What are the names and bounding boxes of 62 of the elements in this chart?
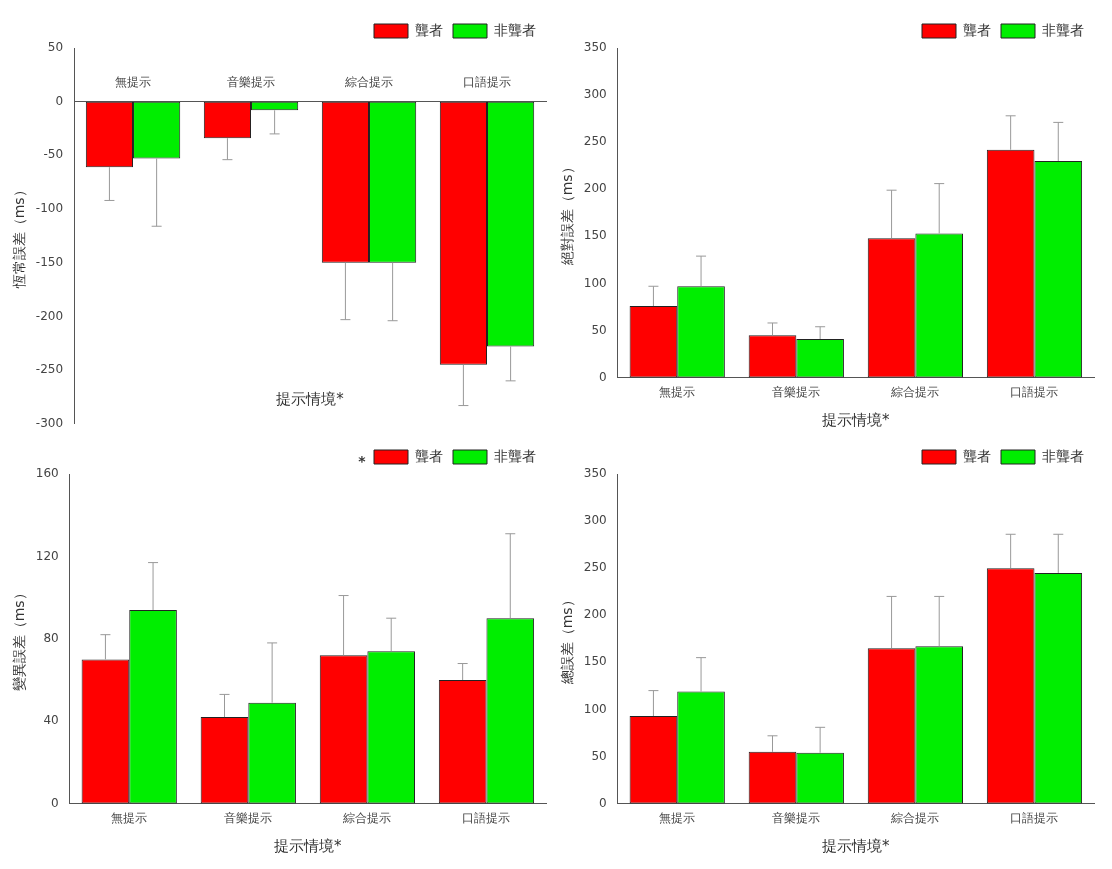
x-tick-label: 無提示 [111, 810, 148, 825]
y-tick-label: 250 [583, 560, 607, 575]
x-tick-label: 口語提示 [1010, 810, 1059, 825]
legend-label: 非聾者 [1042, 447, 1084, 464]
y-tick-label: 50 [47, 40, 64, 55]
x-tick-label: 無提示 [115, 75, 152, 90]
y-tick-label: 300 [583, 87, 607, 102]
y-axis-title: 恆常誤差（ms） [11, 183, 28, 290]
x-tick-label: 無提示 [659, 384, 696, 399]
y-tick-label: -100 [35, 201, 64, 216]
legend-label: 聾者 [963, 447, 991, 464]
x-tick-label: 綜合提示 [890, 810, 940, 825]
y-tick-label: -250 [35, 362, 64, 377]
y-tick-label: 120 [35, 548, 59, 563]
x-axis-title: 提示情境* [822, 836, 891, 855]
y-tick-label: -300 [35, 415, 64, 430]
y-tick-label: -200 [35, 308, 64, 323]
x-tick-label: 音樂提示 [772, 384, 821, 399]
y-tick-label: 50 [591, 748, 607, 763]
y-tick-label: 50 [591, 322, 607, 337]
x-tick-label: 綜合提示 [890, 384, 940, 399]
y-tick-label: 150 [583, 654, 607, 669]
legend-label: 聾者 [415, 21, 443, 38]
legend-label: 聾者 [963, 21, 991, 38]
y-tick-label: 350 [583, 466, 607, 481]
x-tick-label: 音樂提示 [772, 810, 821, 825]
y-axis-title: 變異誤差（ms） [11, 586, 28, 692]
x-tick-label: 音樂提示 [227, 75, 276, 90]
y-tick-label: 40 [43, 713, 59, 728]
y-tick-label: 0 [51, 795, 59, 810]
y-tick-label: 100 [583, 275, 607, 290]
x-tick-label: 口語提示 [1010, 384, 1059, 399]
y-tick-label: 160 [35, 466, 59, 481]
x-axis-title: 提示情境* [274, 836, 343, 855]
y-axis-title: 總誤差（ms） [559, 593, 576, 686]
legend-label: 非聾者 [494, 447, 536, 464]
y-tick-label: 350 [583, 40, 607, 55]
y-tick-label: 0 [55, 93, 64, 108]
y-tick-label: 0 [599, 795, 607, 810]
y-axis-title: 絕對誤差（ms） [559, 160, 576, 267]
x-tick-label: 無提示 [659, 810, 696, 825]
y-tick-label: 300 [583, 513, 607, 528]
x-axis-title: 提示情境* [822, 410, 891, 429]
legend-label: 非聾者 [1042, 21, 1084, 38]
y-tick-label: -50 [43, 147, 64, 162]
x-tick-label: 音樂提示 [224, 810, 273, 825]
x-tick-label: 口語提示 [462, 810, 511, 825]
y-tick-label: 250 [583, 134, 607, 149]
legend-label: 聾者 [415, 447, 443, 464]
x-tick-label: 綜合提示 [342, 810, 392, 825]
y-tick-label: 200 [583, 607, 607, 622]
y-tick-label: -150 [35, 254, 64, 269]
x-tick-label: 綜合提示 [344, 75, 394, 90]
legend-label: 非聾者 [494, 21, 536, 38]
y-tick-label: 100 [583, 701, 607, 716]
x-axis-title: 提示情境* [276, 389, 345, 408]
text: * [358, 452, 367, 469]
y-tick-label: 80 [43, 630, 59, 645]
x-tick-label: 口語提示 [463, 75, 511, 90]
y-tick-label: 200 [583, 181, 607, 196]
y-tick-label: 0 [599, 369, 607, 384]
y-tick-label: 150 [583, 228, 607, 243]
